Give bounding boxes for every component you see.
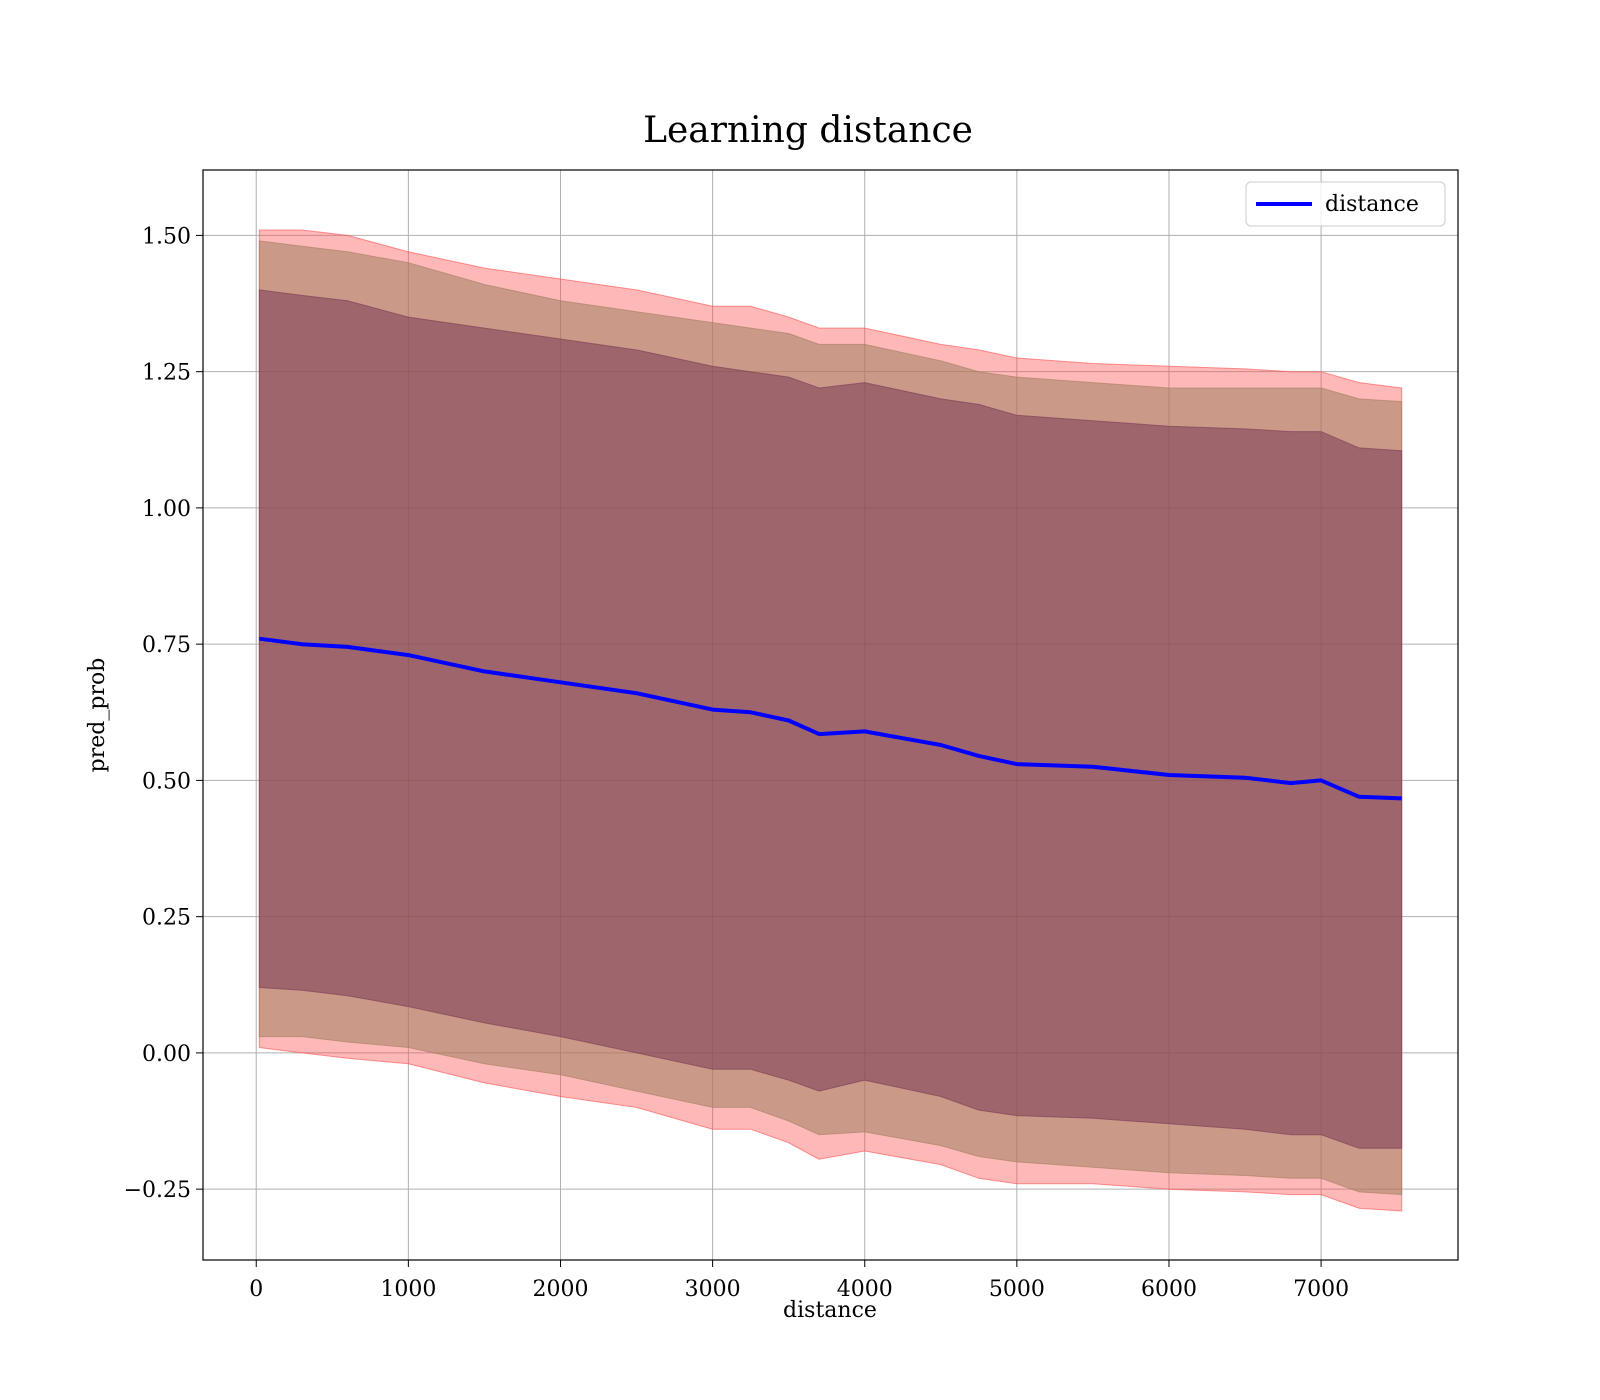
chart-title: Learning distance xyxy=(643,110,973,151)
y-tick-label: 1.50 xyxy=(142,224,191,249)
y-tick-label: 0.50 xyxy=(142,769,191,794)
y-axis-ticks: −0.25 0.00 0.25 0.50 0.75 1.00 1.25 1.50 xyxy=(124,224,203,1203)
x-tick-label: 5000 xyxy=(989,1277,1045,1302)
x-tick-label: 0 xyxy=(249,1277,263,1302)
confidence-band-2 xyxy=(258,289,1403,1149)
x-axis-label: distance xyxy=(783,1298,877,1323)
y-tick-label: 1.25 xyxy=(142,361,191,386)
plot-frame xyxy=(202,169,1459,1261)
x-tick-label: 3000 xyxy=(685,1277,741,1302)
legend-box xyxy=(1245,181,1446,227)
x-tick-label: 4000 xyxy=(837,1277,893,1302)
y-tick-label: 0.00 xyxy=(142,1042,191,1067)
legend-label-distance: distance xyxy=(1325,192,1419,217)
y-axis-label: pred_prob xyxy=(85,658,110,773)
x-tick-label: 7000 xyxy=(1293,1277,1349,1302)
x-axis-ticks: 0 1000 2000 3000 4000 5000 6000 7000 xyxy=(249,1260,1349,1302)
series-lines xyxy=(259,636,1402,801)
y-tick-label: −0.25 xyxy=(124,1178,191,1203)
legend: distance xyxy=(1245,181,1446,227)
y-tick-label: 0.25 xyxy=(142,906,191,931)
y-tick-label: 1.00 xyxy=(142,497,191,522)
x-tick-label: 6000 xyxy=(1141,1277,1197,1302)
x-tick-label: 1000 xyxy=(380,1277,436,1302)
y-tick-label: 0.75 xyxy=(142,633,191,658)
confidence-bands xyxy=(258,229,1403,1212)
x-tick-label: 2000 xyxy=(532,1277,588,1302)
series-line-distance xyxy=(259,636,1402,801)
